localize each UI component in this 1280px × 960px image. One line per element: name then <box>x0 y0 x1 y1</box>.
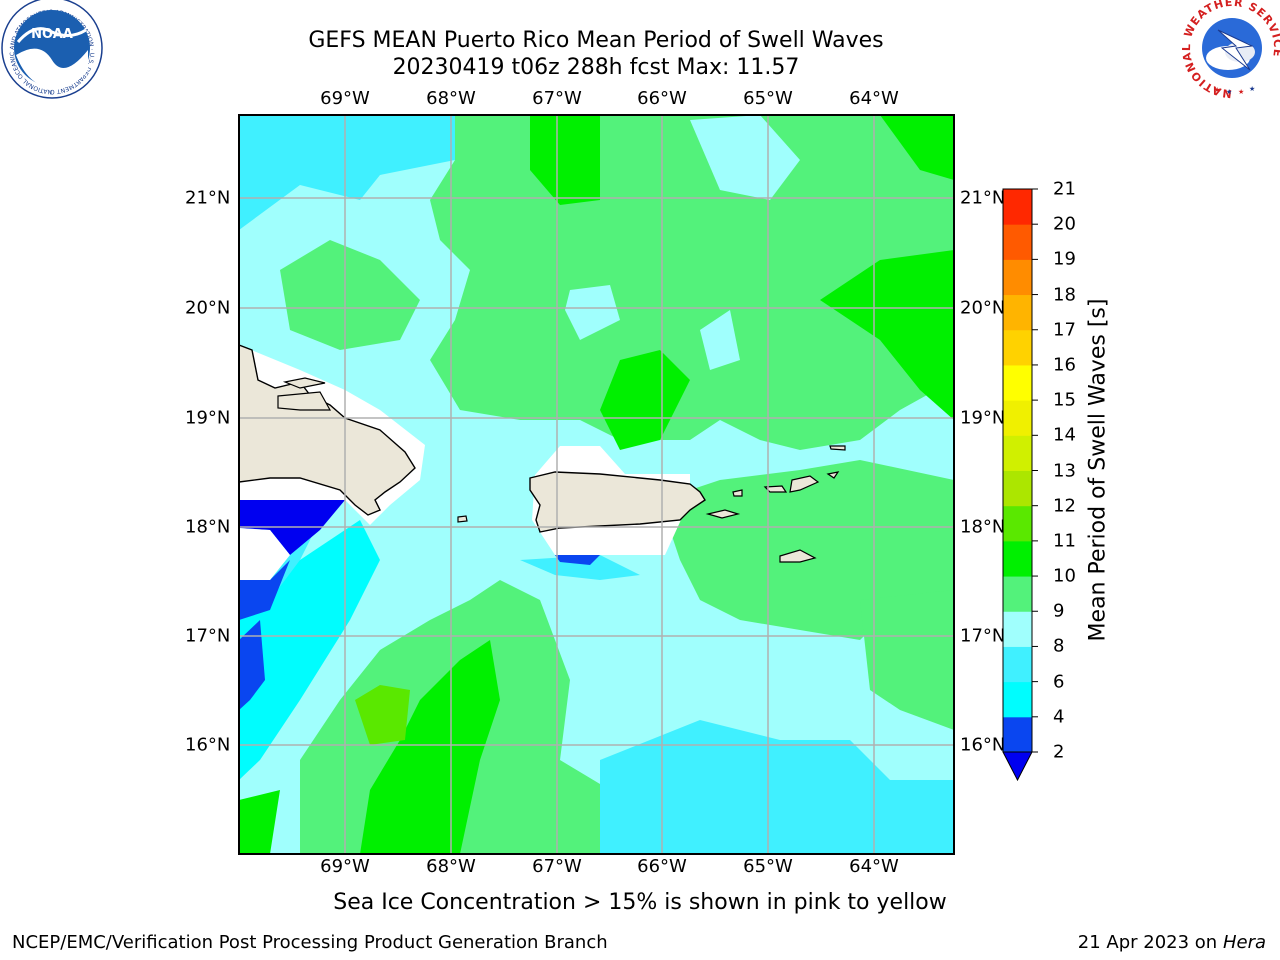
colorbar-tick-label: 12 <box>1053 495 1076 517</box>
field-4-6-upper <box>239 115 455 230</box>
lon-label-top: 66°W <box>637 88 687 109</box>
land-st-croix <box>779 549 817 563</box>
lat-label-left: 21°N <box>185 187 231 209</box>
colorbar-segment <box>1003 329 1032 366</box>
colorbar-segment <box>1003 646 1032 683</box>
colorbar-segment <box>1003 400 1032 436</box>
colorbar-tick-label: 18 <box>1053 284 1076 306</box>
lon-label-top: 65°W <box>743 88 793 109</box>
colorbar-tick-label: 10 <box>1053 565 1076 587</box>
lat-label-right: 17°N <box>960 625 1006 647</box>
colorbar-segment <box>1003 294 1032 331</box>
colorbar-tick-label: 14 <box>1053 424 1076 446</box>
map-gridlines <box>239 115 954 854</box>
colorbar-segment <box>1003 364 1032 401</box>
colorbar-tick-label: 2 <box>1053 741 1065 763</box>
colorbar-under-arrow <box>1002 751 1033 782</box>
colorbar-segment <box>1003 470 1032 507</box>
colorbar-label: Mean Period of Swell Waves [s] <box>1085 298 1111 642</box>
lat-label-left: 19°N <box>185 407 231 429</box>
colorbar-tick-label: 9 <box>1053 600 1065 622</box>
lon-label-top: 69°W <box>320 88 370 109</box>
colorbar-segment <box>1003 540 1032 577</box>
field-9-10-east <box>660 460 954 640</box>
lat-label-right: 16°N <box>960 734 1006 756</box>
colorbar-tick-label: 13 <box>1053 460 1076 481</box>
lat-label-right: 21°N <box>960 187 1006 209</box>
lat-label-right: 20°N <box>960 297 1006 319</box>
sea-ice-note: Sea Ice Concentration > 15% is shown in … <box>333 890 947 915</box>
field-6-8-south <box>600 720 954 854</box>
field-9-10-nw <box>280 240 420 350</box>
colorbar-segment <box>1003 576 1032 612</box>
colorbar-tick-label: 19 <box>1053 248 1076 270</box>
colorbar-segment <box>1003 259 1032 296</box>
swell-period-field <box>239 115 954 854</box>
colorbar-tick-label: 11 <box>1053 530 1076 552</box>
lat-label-left: 17°N <box>185 625 231 647</box>
lon-label-bottom: 68°W <box>426 856 476 877</box>
colorbar-segment <box>1003 505 1032 542</box>
colorbar-segment <box>1003 716 1032 753</box>
footer-date: 21 Apr 2023 on Hera <box>1078 932 1266 953</box>
map-title: GEFS MEAN Puerto Rico Mean Period of Swe… <box>308 28 884 53</box>
lon-label-bottom: 69°W <box>320 856 370 877</box>
svg-text:★: ★ <box>1249 85 1255 93</box>
lon-label-bottom: 66°W <box>637 856 687 877</box>
colorbar-tick-label: 16 <box>1053 354 1076 376</box>
land-hispaniola <box>239 344 416 516</box>
field-11-12-south <box>355 685 410 745</box>
field-10-11-a <box>530 115 600 205</box>
colorbar-segment <box>1003 224 1032 260</box>
colorbar-tick-label: 4 <box>1053 706 1065 728</box>
colorbar-tick-label: 8 <box>1053 635 1065 657</box>
lon-label-bottom: 64°W <box>849 856 899 877</box>
lon-label-top: 67°W <box>532 88 582 109</box>
lat-label-right: 18°N <box>960 516 1006 538</box>
footer-credit: NCEP/EMC/Verification Post Processing Pr… <box>12 932 608 953</box>
colorbar-segment <box>1003 681 1032 718</box>
colorbar <box>1002 188 1038 782</box>
field-10-11-b <box>600 350 690 450</box>
field-10-11-south <box>360 640 500 854</box>
lat-label-left: 20°N <box>185 297 231 319</box>
lat-label-left: 18°N <box>185 516 231 538</box>
noaa-logo-text: NOAA <box>31 27 73 42</box>
colorbar-segment <box>1003 189 1032 225</box>
colorbar-segment <box>1003 435 1032 471</box>
map-subtitle: 20230419 t06z 288h fcst Max: 11.57 <box>392 55 800 80</box>
map-frame <box>238 114 955 855</box>
footer-machine: Hera <box>1222 932 1266 953</box>
colorbar-tick-label: 20 <box>1053 213 1076 235</box>
field-2-4-west <box>239 620 265 710</box>
lon-label-top: 68°W <box>426 88 476 109</box>
colorbar-tick-label: 15 <box>1053 389 1076 411</box>
noaa-logo: NATIONAL OCEANIC AND ATMOSPHERIC ADMINIS… <box>0 0 103 99</box>
colorbar-segment <box>1003 611 1032 647</box>
colorbar-tick-label: 6 <box>1053 671 1065 693</box>
svg-text:★: ★ <box>1226 88 1232 96</box>
footer-date-text: 21 Apr 2023 on <box>1077 932 1223 953</box>
lon-label-bottom: 67°W <box>532 856 582 877</box>
colorbar-tick-label: 17 <box>1053 319 1076 341</box>
lon-label-bottom: 65°W <box>743 856 793 877</box>
svg-text:★: ★ <box>1214 86 1220 94</box>
lat-label-left: 16°N <box>185 734 231 756</box>
nws-logo: NATIONAL WEATHER SERVICE ★ ★ ★ ★ <box>1180 0 1280 100</box>
colorbar-tick-label: 21 <box>1053 178 1076 200</box>
lon-label-top: 64°W <box>849 88 899 109</box>
lat-label-right: 19°N <box>960 407 1006 429</box>
svg-text:★: ★ <box>1238 88 1244 96</box>
field-10-11-c <box>820 250 954 420</box>
